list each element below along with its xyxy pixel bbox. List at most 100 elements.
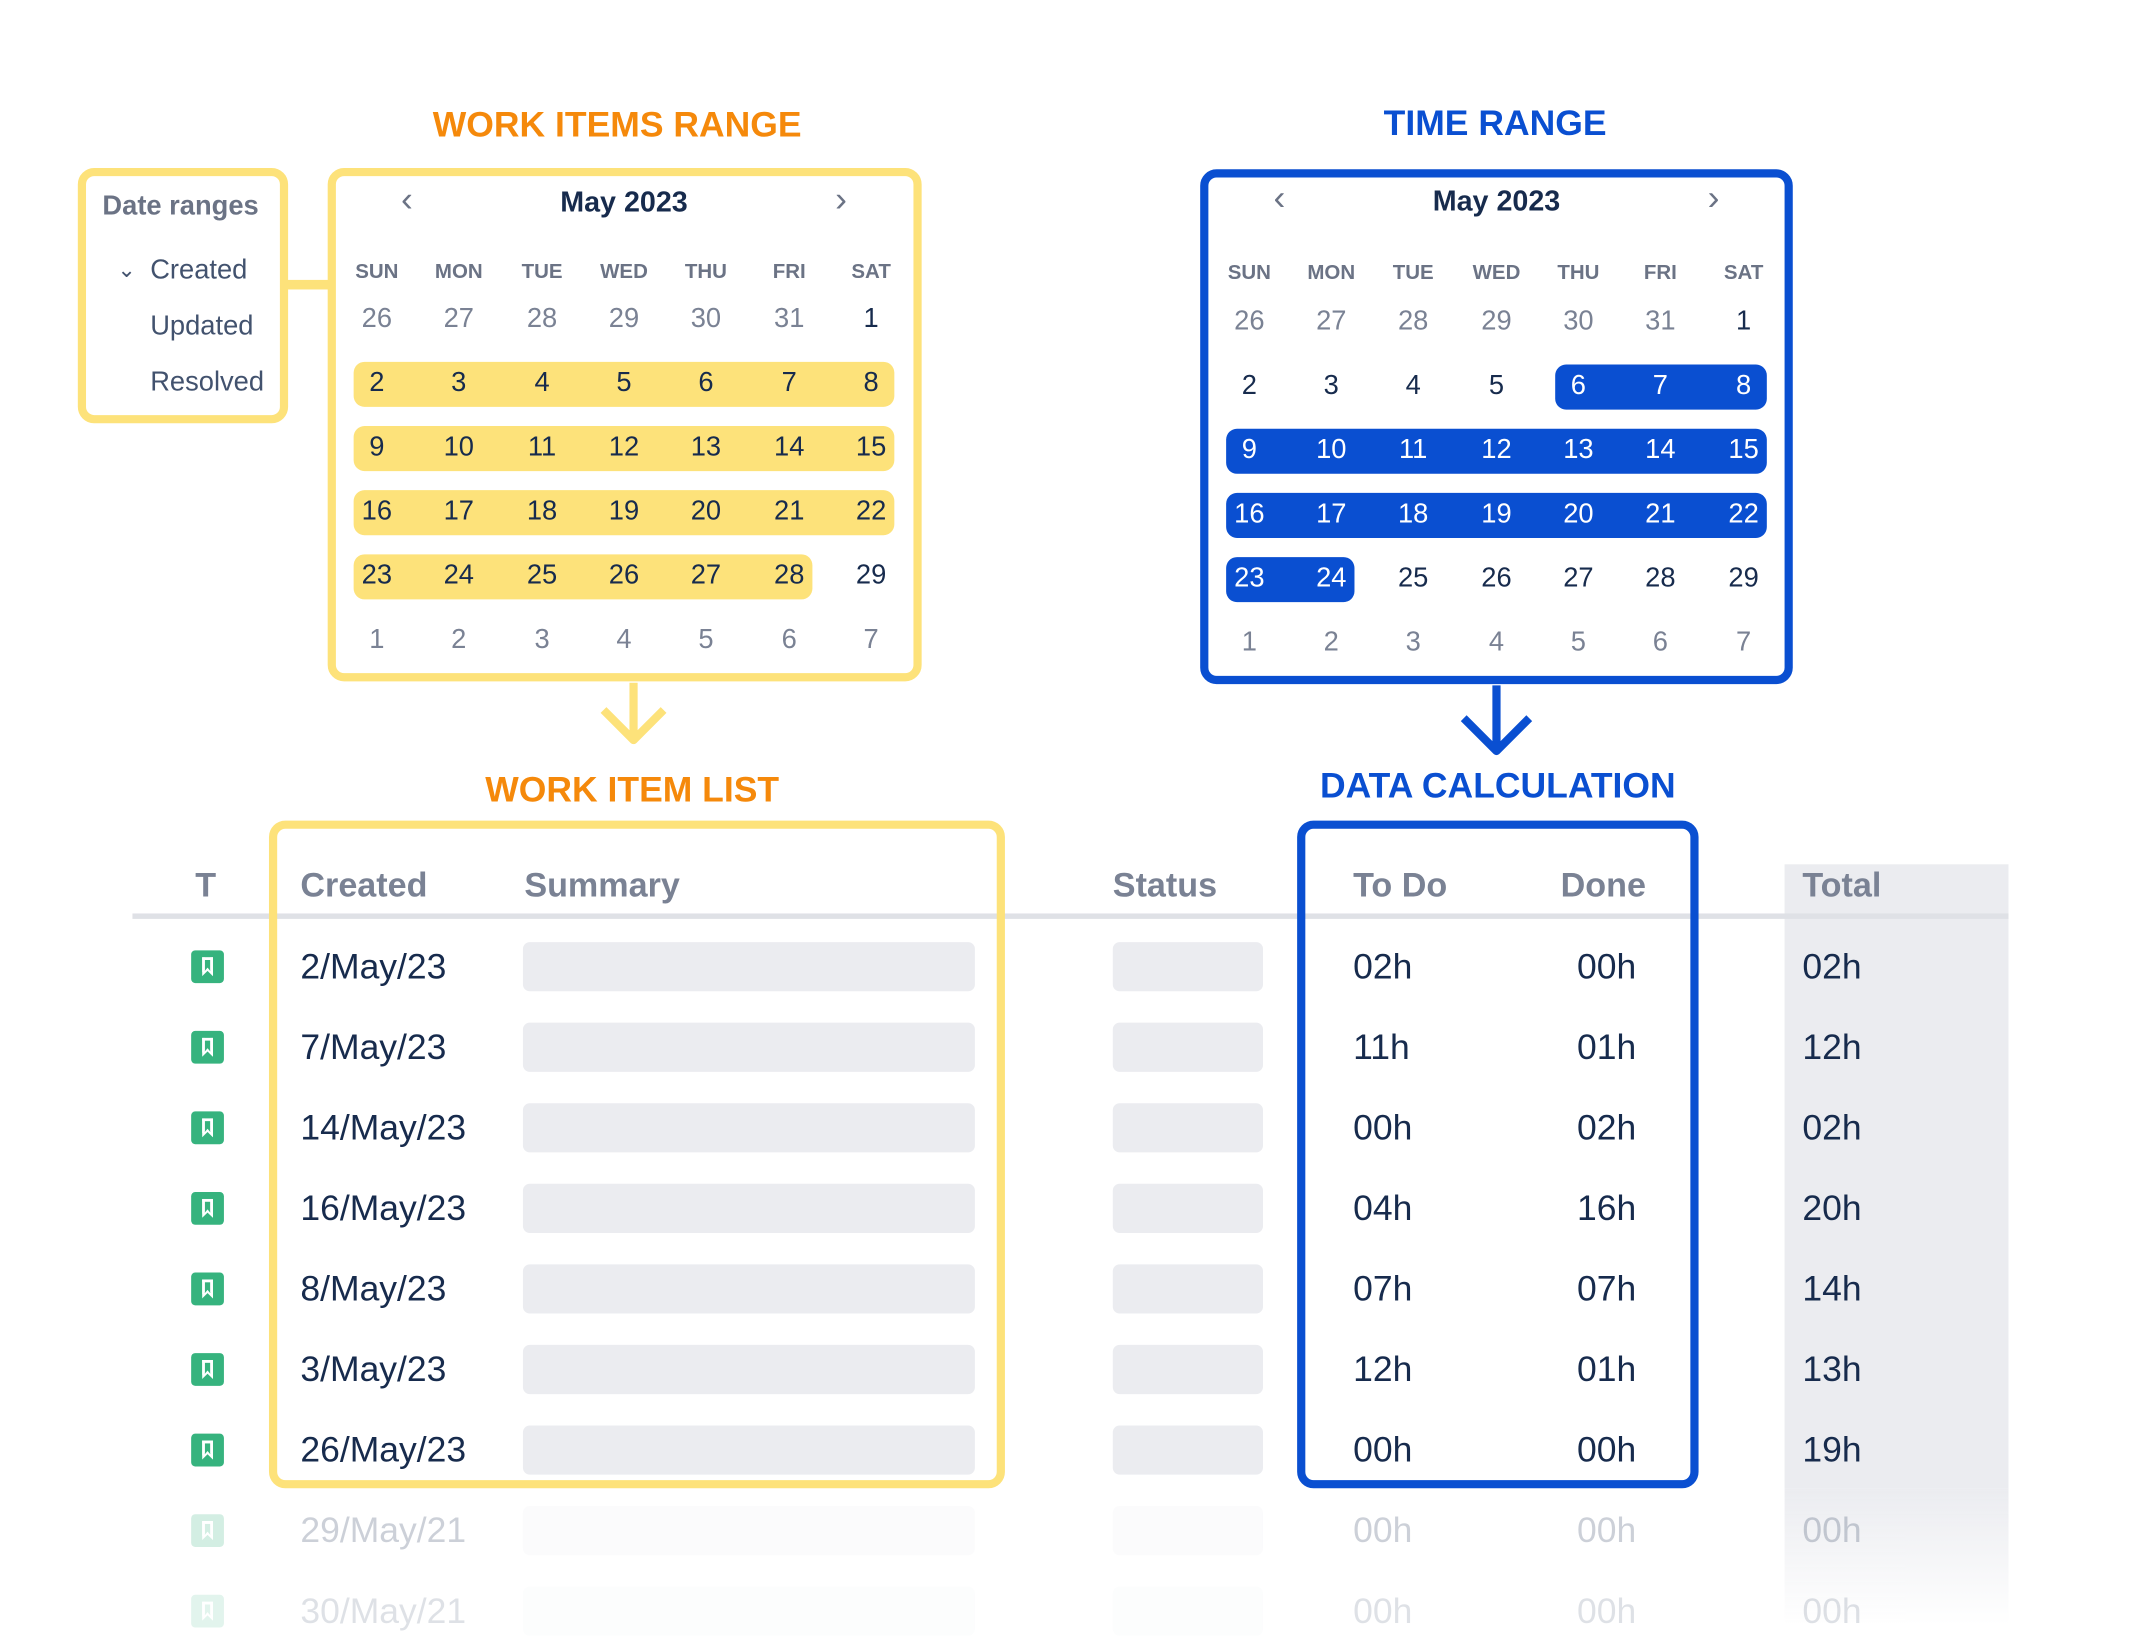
calendar-day[interactable]: 4 — [616, 624, 632, 655]
calendar-day[interactable]: 9 — [369, 432, 385, 463]
calendar-day[interactable]: 31 — [774, 303, 805, 334]
calendar-day[interactable]: 1 — [369, 624, 385, 655]
calendar-day[interactable]: 4 — [1405, 370, 1421, 401]
col-header-status[interactable]: Status — [1112, 866, 1218, 905]
calendar-day[interactable]: 24 — [1316, 563, 1347, 594]
calendar-day[interactable]: 3 — [451, 367, 467, 399]
calendar-day[interactable]: 1 — [1241, 627, 1257, 658]
calendar-day[interactable]: 24 — [443, 560, 474, 591]
calendar-day[interactable]: 16 — [1234, 499, 1265, 530]
date-range-created[interactable]: Created — [150, 255, 248, 286]
calendar-day[interactable]: 5 — [616, 367, 632, 399]
calendar-day[interactable]: 18 — [1397, 499, 1429, 530]
calendar-day[interactable]: 28 — [774, 560, 805, 591]
calendar-day[interactable]: 28 — [526, 303, 558, 334]
calendar-day[interactable]: 23 — [1234, 563, 1265, 594]
calendar-day[interactable]: 26 — [361, 303, 393, 334]
calendar-day[interactable]: 2 — [451, 624, 467, 655]
calendar-day[interactable]: 3 — [534, 624, 550, 655]
calendar-day[interactable]: 14 — [774, 432, 805, 463]
calendar-day[interactable]: 17 — [1316, 499, 1347, 530]
col-header-summary[interactable]: Summary — [524, 866, 680, 905]
calendar-day[interactable]: 5 — [1570, 627, 1586, 658]
col-header-created[interactable]: Created — [300, 866, 428, 905]
calendar-day[interactable]: 3 — [1323, 370, 1339, 401]
calendar-day[interactable]: 6 — [698, 367, 714, 399]
calendar-day[interactable]: 13 — [1563, 434, 1594, 465]
calendar-day[interactable]: 29 — [608, 303, 640, 334]
col-header-type[interactable]: T — [195, 866, 217, 905]
calendar-day[interactable]: 26 — [608, 560, 640, 591]
calendar-day[interactable]: 27 — [1316, 306, 1347, 337]
calendar-day[interactable]: 30 — [1563, 306, 1594, 337]
calendar-day[interactable]: 12 — [1481, 434, 1512, 465]
calendar-day[interactable]: 13 — [690, 432, 722, 463]
calendar-day[interactable]: 22 — [855, 496, 887, 527]
calendar-day[interactable]: 2 — [1323, 627, 1339, 658]
calendar-day[interactable]: 29 — [1481, 306, 1512, 337]
calendar-day[interactable]: 6 — [1652, 627, 1668, 658]
calendar-day[interactable]: 20 — [1563, 499, 1594, 530]
calendar-day[interactable]: 22 — [1728, 499, 1759, 530]
next-month-chevron-icon[interactable]: › — [1707, 176, 1720, 218]
calendar-day[interactable]: 27 — [443, 303, 474, 334]
calendar-day[interactable]: 27 — [690, 560, 722, 591]
calendar-day[interactable]: 28 — [1397, 306, 1429, 337]
calendar-day[interactable]: 21 — [774, 496, 805, 527]
calendar-day[interactable]: 6 — [781, 624, 797, 655]
calendar-day[interactable]: 1 — [1736, 306, 1752, 337]
calendar-day[interactable]: 11 — [527, 432, 557, 463]
calendar-day[interactable]: 6 — [1570, 370, 1586, 401]
calendar-day[interactable]: 7 — [781, 367, 797, 399]
calendar-day[interactable]: 18 — [526, 496, 558, 527]
calendar-day[interactable]: 5 — [698, 624, 714, 655]
calendar-day[interactable]: 31 — [1645, 306, 1676, 337]
calendar-day[interactable]: 21 — [1645, 499, 1676, 530]
calendar-day[interactable]: 8 — [1736, 370, 1752, 401]
col-header-todo[interactable]: To Do — [1353, 866, 1448, 905]
calendar-day[interactable]: 10 — [443, 432, 474, 463]
calendar-day[interactable]: 15 — [855, 432, 887, 463]
calendar-day[interactable]: 8 — [863, 367, 879, 399]
calendar-day[interactable]: 26 — [1234, 306, 1265, 337]
selected-range-band — [353, 426, 895, 472]
calendar-day[interactable]: 30 — [690, 303, 722, 334]
next-month-chevron-icon[interactable]: › — [835, 178, 848, 220]
col-header-done[interactable]: Done — [1560, 866, 1646, 905]
calendar-day[interactable]: 29 — [1728, 563, 1759, 594]
calendar-day[interactable]: 19 — [1481, 499, 1512, 530]
calendar-day[interactable]: 29 — [855, 560, 887, 591]
story-type-icon — [191, 1594, 224, 1628]
calendar-day[interactable]: 7 — [1736, 627, 1752, 658]
calendar-day[interactable]: 2 — [369, 367, 385, 399]
date-range-updated[interactable]: Updated — [150, 311, 254, 342]
calendar-day[interactable]: 7 — [1652, 370, 1668, 401]
calendar-day[interactable]: 4 — [1488, 627, 1505, 658]
calendar-day[interactable]: 12 — [608, 432, 640, 463]
prev-month-chevron-icon[interactable]: ‹ — [1273, 176, 1286, 218]
calendar-day[interactable]: 9 — [1241, 434, 1257, 465]
calendar-day[interactable]: 5 — [1488, 370, 1505, 401]
calendar-day[interactable]: 11 — [1399, 434, 1428, 465]
calendar-day[interactable]: 20 — [690, 496, 722, 527]
calendar-day[interactable]: 25 — [1397, 563, 1429, 594]
calendar-day[interactable]: 16 — [361, 496, 393, 527]
calendar-day[interactable]: 3 — [1405, 627, 1421, 658]
calendar-day[interactable]: 10 — [1316, 434, 1347, 465]
calendar-day[interactable]: 14 — [1645, 434, 1676, 465]
col-header-total[interactable]: Total — [1802, 866, 1882, 905]
calendar-day[interactable]: 28 — [1645, 563, 1676, 594]
calendar-day[interactable]: 17 — [443, 496, 474, 527]
calendar-day[interactable]: 1 — [863, 303, 879, 334]
calendar-day[interactable]: 2 — [1241, 370, 1257, 401]
prev-month-chevron-icon[interactable]: ‹ — [400, 178, 413, 220]
calendar-day[interactable]: 26 — [1481, 563, 1512, 594]
date-range-resolved[interactable]: Resolved — [150, 367, 265, 398]
calendar-day[interactable]: 19 — [608, 496, 640, 527]
calendar-day[interactable]: 15 — [1728, 434, 1759, 465]
calendar-day[interactable]: 25 — [526, 560, 558, 591]
calendar-day[interactable]: 27 — [1563, 563, 1594, 594]
calendar-day[interactable]: 7 — [863, 624, 879, 655]
calendar-day[interactable]: 4 — [534, 367, 550, 399]
calendar-day[interactable]: 23 — [361, 560, 393, 591]
